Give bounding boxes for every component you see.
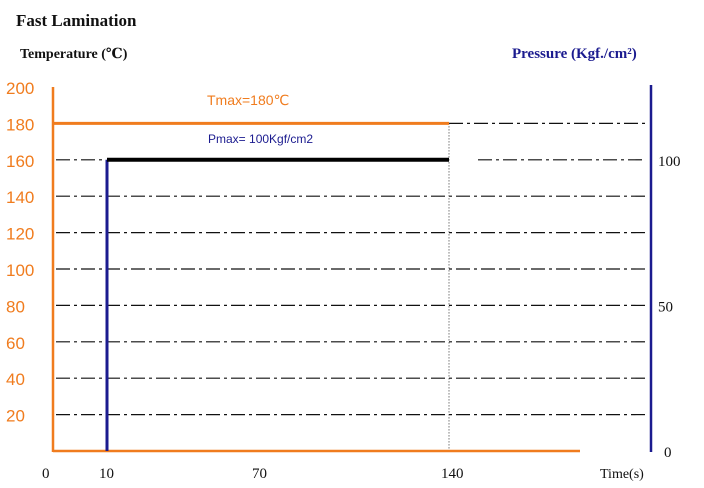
left-tick-label: 80 bbox=[6, 297, 25, 316]
x-tick-label: 140 bbox=[441, 466, 464, 482]
left-tick-label: 180 bbox=[6, 115, 34, 134]
right-axis-label: Pressure (Kgf./cm²) bbox=[512, 46, 637, 62]
grid-lines bbox=[56, 122, 645, 449]
left-tick-label: 100 bbox=[6, 261, 34, 280]
right-axis-ticks: 0 50 100 bbox=[658, 154, 681, 461]
left-tick-label: 20 bbox=[6, 407, 25, 426]
series-lines bbox=[53, 121, 449, 451]
left-tick-label: 140 bbox=[6, 188, 34, 207]
left-tick-label: 60 bbox=[6, 334, 25, 353]
chart-title: Fast Lamination bbox=[16, 11, 137, 30]
x-axis-ticks: 0 10 70 140 bbox=[42, 466, 464, 482]
x-tick-label: 70 bbox=[252, 466, 267, 482]
left-axis-label: Temperature (℃) bbox=[20, 47, 128, 62]
left-tick-label: 160 bbox=[6, 152, 34, 171]
left-tick-label: 120 bbox=[6, 225, 34, 244]
x-tick-label: 0 bbox=[42, 466, 50, 482]
left-tick-label: 200 bbox=[6, 79, 34, 98]
pmax-label: Pmax= 100Kgf/cm2 bbox=[208, 132, 313, 146]
right-tick-label: 50 bbox=[658, 299, 673, 315]
x-tick-label: 10 bbox=[99, 466, 114, 482]
left-tick-label: 40 bbox=[6, 370, 25, 389]
right-tick-label: 0 bbox=[664, 445, 672, 461]
x-axis-label: Time(s) bbox=[600, 467, 644, 482]
right-tick-label: 100 bbox=[658, 154, 681, 170]
left-axis-ticks: 20 40 60 80 100 120 140 160 180 200 bbox=[6, 79, 34, 426]
tmax-label: Tmax=180℃ bbox=[207, 92, 289, 108]
